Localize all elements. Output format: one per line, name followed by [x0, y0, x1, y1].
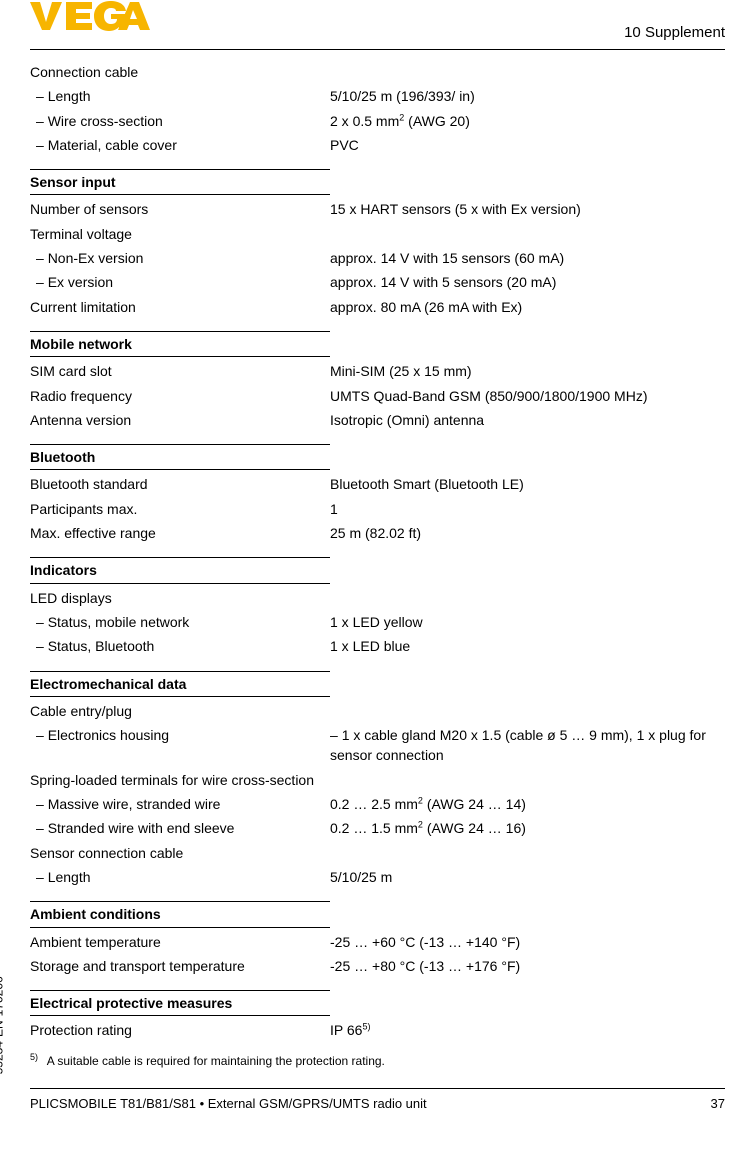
spec-value: approx. 80 mA (26 mA with Ex)	[330, 297, 725, 317]
spec-value: IP 665)	[330, 1020, 725, 1040]
footer-page-number: 37	[711, 1095, 725, 1114]
spec-label: Max. effective range	[30, 523, 330, 543]
spec-label: Spring-loaded terminals for wire cross-s…	[30, 770, 314, 790]
spec-row: Electronics housing1 x cable gland M20 x…	[30, 725, 725, 766]
spec-value	[330, 588, 725, 608]
spec-row: Material, cable coverPVC	[30, 135, 725, 155]
spec-label: Current limitation	[30, 297, 330, 317]
spec-value: approx. 14 V with 5 sensors (20 mA)	[330, 272, 725, 292]
spec-value: 0.2 … 2.5 mm2 (AWG 24 … 14)	[330, 794, 725, 814]
connection-cable-title: Connection cable	[30, 62, 725, 82]
spec-label: Stranded wire with end sleeve	[30, 818, 330, 838]
spec-row: Spring-loaded terminals for wire cross-s…	[30, 770, 725, 790]
spec-label: Electronics housing	[30, 725, 330, 766]
spec-row: Participants max.1	[30, 499, 725, 519]
spec-label: Antenna version	[30, 410, 330, 430]
spec-value: Bluetooth Smart (Bluetooth LE)	[330, 474, 725, 494]
electrical-header: Electrical protective measures	[30, 990, 330, 1016]
spec-value: 15 x HART sensors (5 x with Ex version)	[330, 199, 725, 219]
footnote-number: 5)	[30, 1052, 38, 1062]
spec-label: Massive wire, stranded wire	[30, 794, 330, 814]
spec-value: 5/10/25 m (196/393/ in)	[330, 86, 725, 106]
spec-label: Participants max.	[30, 499, 330, 519]
spec-row: Massive wire, stranded wire0.2 … 2.5 mm2…	[30, 794, 725, 814]
spec-label: Radio frequency	[30, 386, 330, 406]
spec-row: Protection ratingIP 665)	[30, 1020, 725, 1040]
footnote: 5) A suitable cable is required for main…	[30, 1051, 725, 1070]
spec-value: 1 x LED blue	[330, 636, 725, 656]
spec-label: Non-Ex version	[30, 248, 330, 268]
spec-row: Non-Ex versionapprox. 14 V with 15 senso…	[30, 248, 725, 268]
spec-label: Ambient temperature	[30, 932, 330, 952]
spec-label: Number of sensors	[30, 199, 330, 219]
spec-row: SIM card slotMini-SIM (25 x 15 mm)	[30, 361, 725, 381]
spec-row: Cable entry/plug	[30, 701, 725, 721]
footer-product: PLICSMOBILE T81/B81/S81 • External GSM/G…	[30, 1095, 427, 1114]
spec-value: PVC	[330, 135, 725, 155]
spec-label: Ex version	[30, 272, 330, 292]
page-footer: PLICSMOBILE T81/B81/S81 • External GSM/G…	[30, 1088, 725, 1114]
spec-row: Status, mobile network1 x LED yellow	[30, 612, 725, 632]
spec-row: Sensor connection cable	[30, 843, 725, 863]
spec-value: 25 m (82.02 ft)	[330, 523, 725, 543]
spec-label: Terminal voltage	[30, 224, 330, 244]
spec-row: Status, Bluetooth1 x LED blue	[30, 636, 725, 656]
spec-row: Ex versionapprox. 14 V with 5 sensors (2…	[30, 272, 725, 292]
spec-value: -25 … +60 °C (-13 … +140 °F)	[330, 932, 725, 952]
spec-label: Bluetooth standard	[30, 474, 330, 494]
spec-row: Number of sensors15 x HART sensors (5 x …	[30, 199, 725, 219]
spec-label: Cable entry/plug	[30, 701, 330, 721]
spec-value	[330, 701, 725, 721]
electromech-header: Electromechanical data	[30, 671, 330, 697]
spec-value: Isotropic (Omni) antenna	[330, 410, 725, 430]
spec-value: 1 x LED yellow	[330, 612, 725, 632]
spec-value: approx. 14 V with 15 sensors (60 mA)	[330, 248, 725, 268]
spec-row: Ambient temperature-25 … +60 °C (-13 … +…	[30, 932, 725, 952]
spec-value	[330, 224, 725, 244]
page-header: 10 Supplement	[30, 0, 725, 50]
spec-label: SIM card slot	[30, 361, 330, 381]
spec-value: 5/10/25 m	[330, 867, 725, 887]
chapter-label: 10 Supplement	[624, 22, 725, 44]
footnote-text: A suitable cable is required for maintai…	[47, 1054, 385, 1068]
indicators-header: Indicators	[30, 557, 330, 583]
spec-row: Storage and transport temperature-25 … +…	[30, 956, 725, 976]
spec-label: Protection rating	[30, 1020, 330, 1040]
spec-row: Wire cross-section2 x 0.5 mm2 (AWG 20)	[30, 111, 725, 131]
spec-row: Length5/10/25 m (196/393/ in)	[30, 86, 725, 106]
spec-row: Max. effective range25 m (82.02 ft)	[30, 523, 725, 543]
spec-value: Mini-SIM (25 x 15 mm)	[330, 361, 725, 381]
spec-value: 2 x 0.5 mm2 (AWG 20)	[330, 111, 725, 131]
spec-value	[330, 843, 725, 863]
spec-row: Length5/10/25 m	[30, 867, 725, 887]
spec-value: 0.2 … 1.5 mm2 (AWG 24 … 16)	[330, 818, 725, 838]
spec-row: LED displays	[30, 588, 725, 608]
spec-value: -25 … +80 °C (-13 … +176 °F)	[330, 956, 725, 976]
spec-row: Radio frequencyUMTS Quad-Band GSM (850/9…	[30, 386, 725, 406]
spec-label: LED displays	[30, 588, 330, 608]
spec-label: Status, Bluetooth	[30, 636, 330, 656]
spec-row: Stranded wire with end sleeve0.2 … 1.5 m…	[30, 818, 725, 838]
spec-row: Terminal voltage	[30, 224, 725, 244]
spec-label: Sensor connection cable	[30, 843, 330, 863]
spec-label: Wire cross-section	[30, 111, 330, 131]
vega-logo	[30, 0, 150, 37]
spec-label: Storage and transport temperature	[30, 956, 330, 976]
spec-label: Length	[30, 86, 330, 106]
spec-label: Material, cable cover	[30, 135, 330, 155]
ambient-header: Ambient conditions	[30, 901, 330, 927]
spec-value: UMTS Quad-Band GSM (850/900/1800/1900 MH…	[330, 386, 725, 406]
spec-row: Antenna versionIsotropic (Omni) antenna	[30, 410, 725, 430]
sensor-input-header: Sensor input	[30, 169, 330, 195]
spec-row: Bluetooth standardBluetooth Smart (Bluet…	[30, 474, 725, 494]
doc-id-vertical: 55234-EN-170206	[0, 976, 8, 1074]
spec-label: Length	[30, 867, 330, 887]
spec-value: 1	[330, 499, 725, 519]
spec-row: Current limitationapprox. 80 mA (26 mA w…	[30, 297, 725, 317]
mobile-network-header: Mobile network	[30, 331, 330, 357]
bluetooth-header: Bluetooth	[30, 444, 330, 470]
spec-label: Status, mobile network	[30, 612, 330, 632]
spec-value: 1 x cable gland M20 x 1.5 (cable ø 5 … 9…	[330, 725, 725, 766]
